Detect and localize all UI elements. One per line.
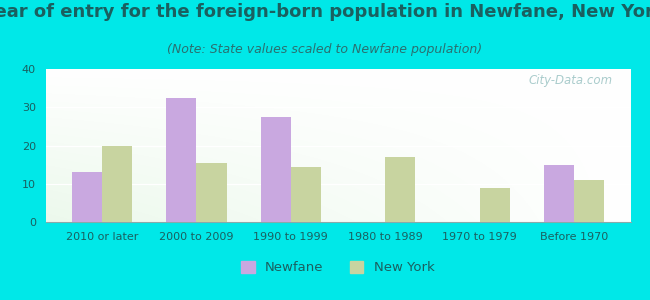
Bar [480,188,510,222]
Bar [166,98,196,222]
Bar [261,117,291,222]
Text: City-Data.com: City-Data.com [529,74,613,87]
Bar [196,163,227,222]
Text: Year of entry for the foreign-born population in Newfane, New York: Year of entry for the foreign-born popul… [0,3,650,21]
Bar [574,180,604,222]
Bar [72,172,102,222]
Bar [102,146,133,222]
Bar [385,157,415,222]
Text: (Note: State values scaled to Newfane population): (Note: State values scaled to Newfane po… [168,44,482,56]
Bar [543,165,574,222]
Legend: Newfane, New York: Newfane, New York [236,256,440,280]
Bar [291,167,321,222]
